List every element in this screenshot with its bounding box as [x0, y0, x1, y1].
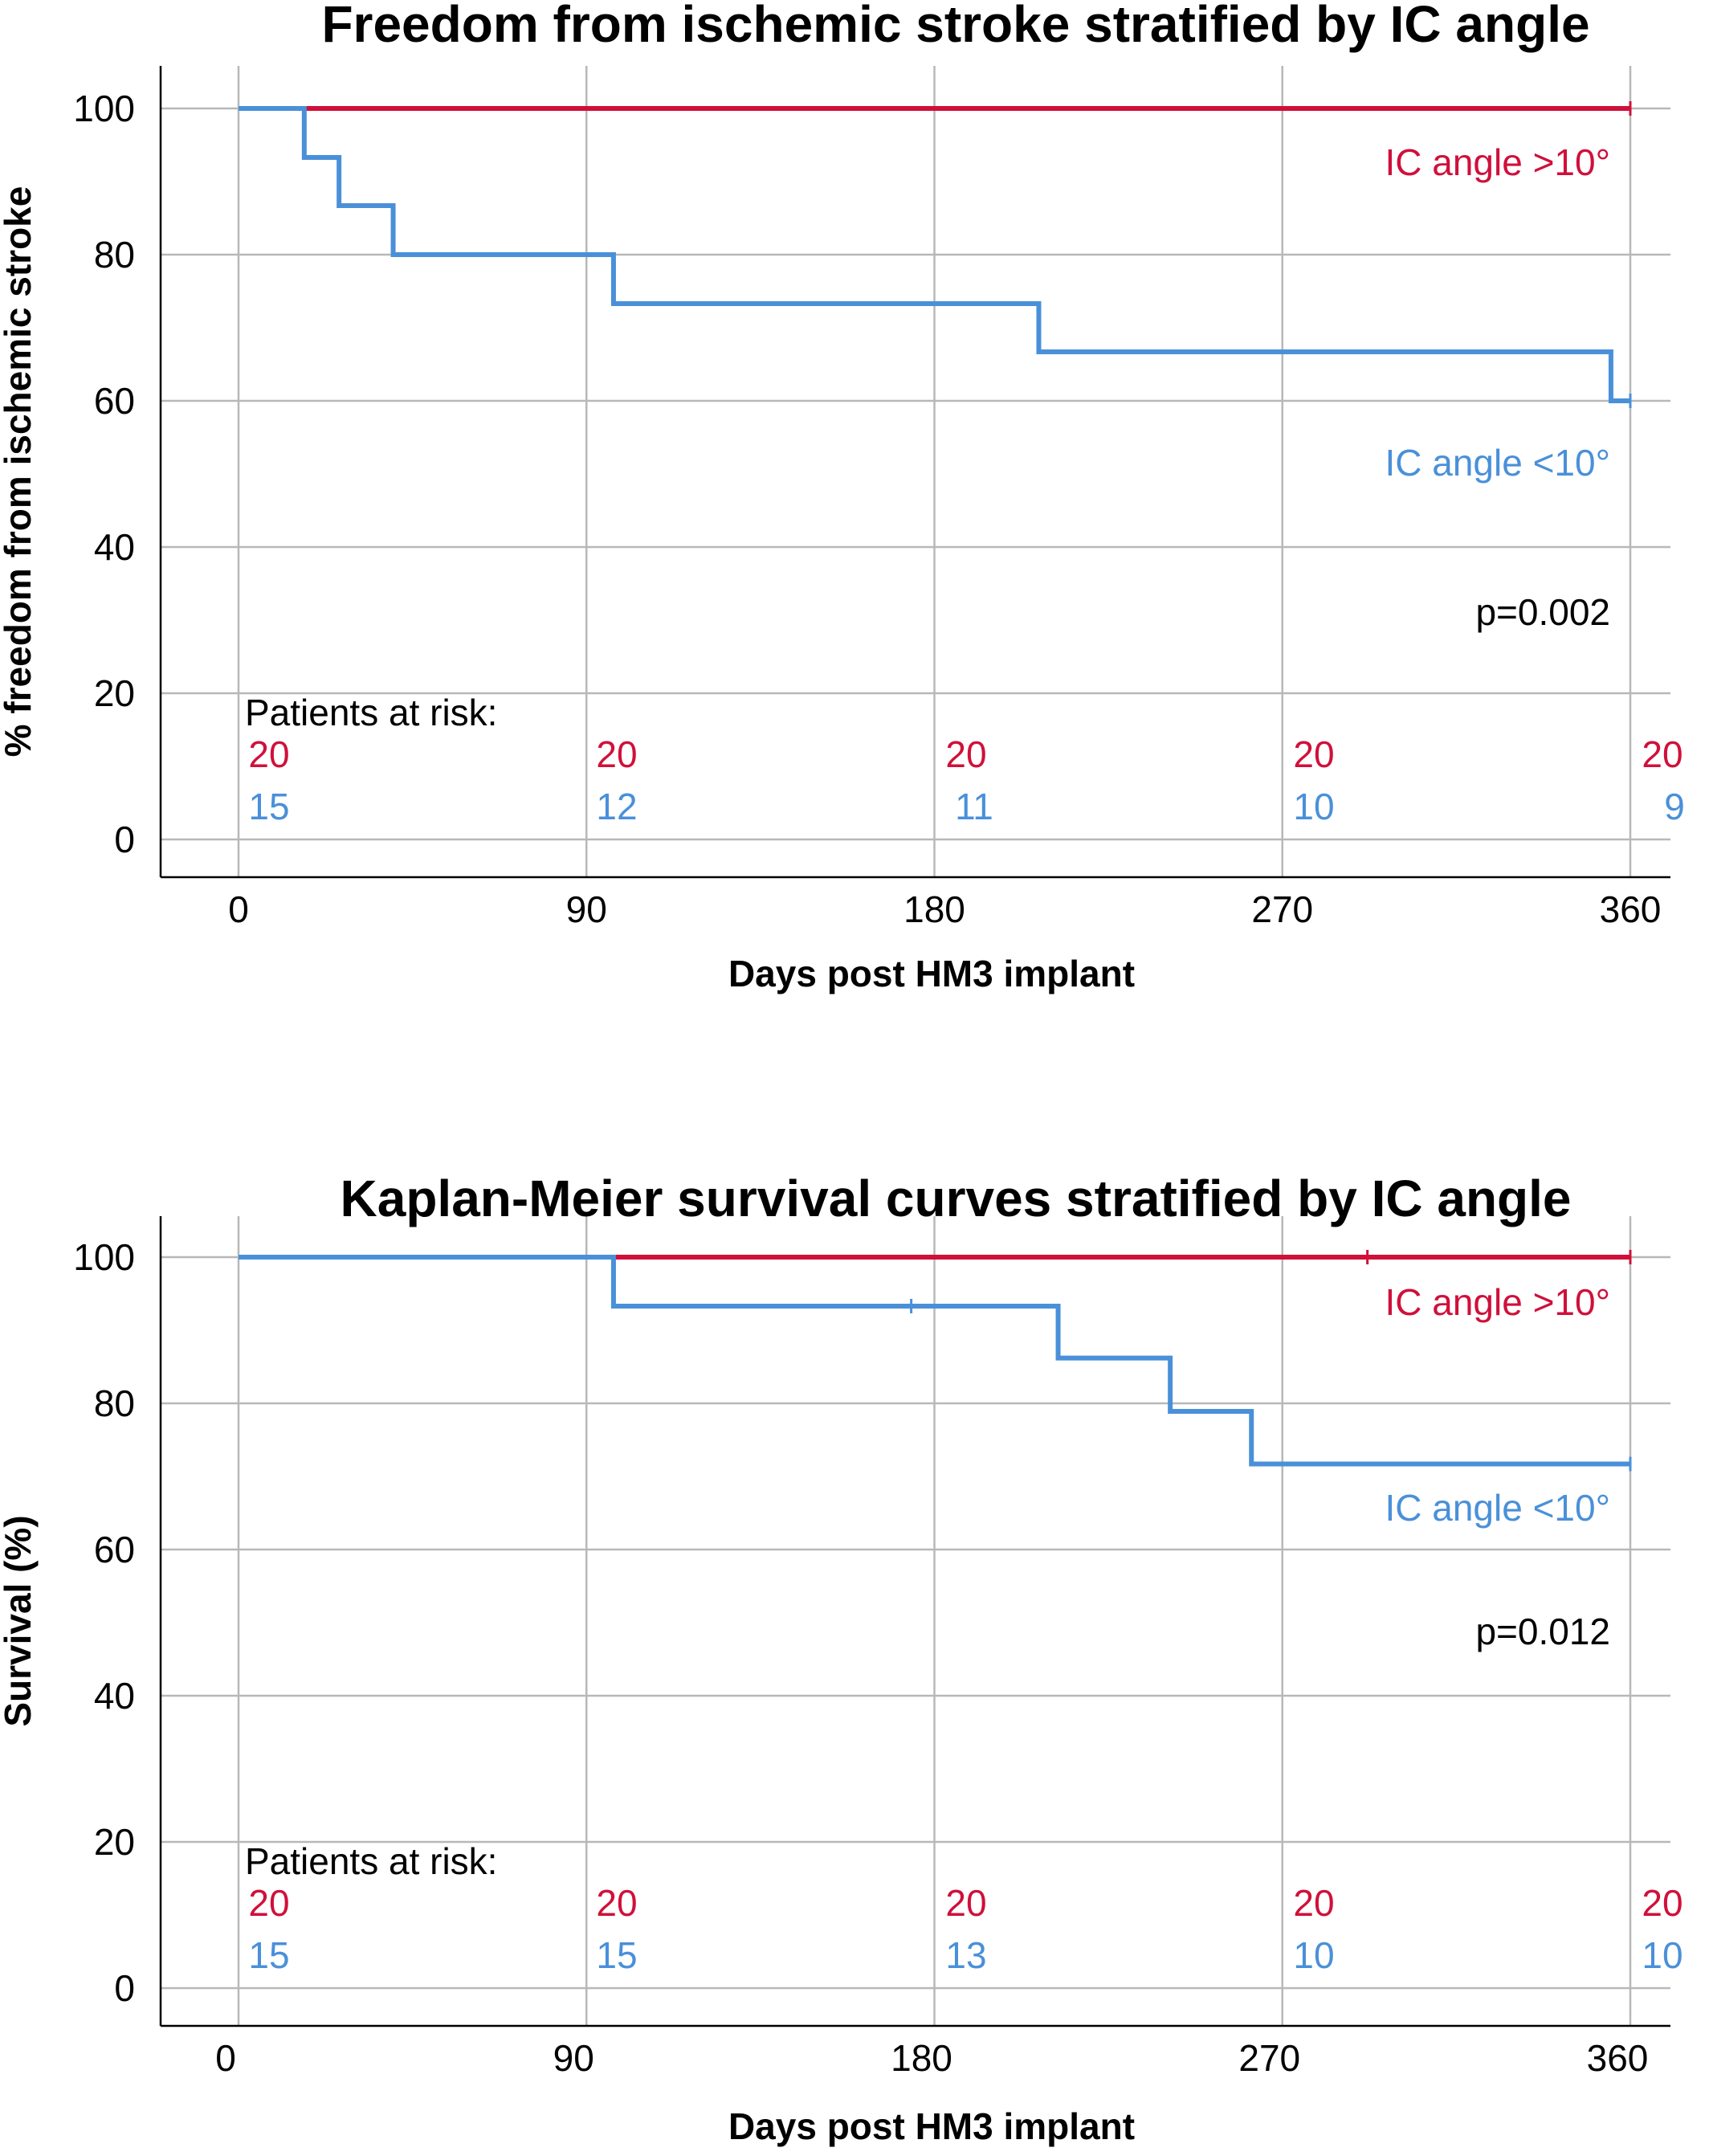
risk-table-value: 20	[248, 1882, 289, 1924]
x-tick-label: 0	[215, 2037, 236, 2079]
risk-table-value: 12	[596, 786, 637, 827]
risk-table-value: 15	[596, 1934, 637, 1976]
y-tick-label: 0	[114, 819, 135, 860]
y-tick-label: 60	[94, 1529, 135, 1570]
series-line-ic-angle-lt10	[239, 106, 1630, 403]
risk-table-value: 10	[1293, 786, 1334, 827]
y-tick-label: 80	[94, 1382, 135, 1424]
y-tick-label: 40	[94, 1675, 135, 1717]
x-tick-label: 90	[566, 888, 607, 930]
chart-title: Freedom from ischemic stroke stratified …	[321, 0, 1589, 53]
risk-table-value: 20	[1642, 733, 1682, 775]
x-tick-label: 270	[1251, 888, 1313, 930]
chart-ischemic-stroke: Freedom from ischemic stroke stratified …	[0, 0, 1685, 994]
x-tick-label: 360	[1600, 888, 1662, 930]
x-tick-label: 180	[891, 2037, 952, 2079]
risk-table-label: Patients at risk:	[245, 692, 497, 733]
risk-table-value: 15	[248, 786, 289, 827]
risk-table-value: 20	[1293, 1882, 1334, 1924]
y-axis-label: % freedom from ischemic stroke	[0, 186, 39, 757]
series-label-ic-angle-lt10: IC angle <10°	[1385, 442, 1610, 484]
risk-table-value: 20	[1642, 1882, 1682, 1924]
risk-table-label: Patients at risk:	[245, 1840, 497, 1882]
risk-table-value: 11	[955, 786, 993, 827]
chart-survival: Kaplan-Meier survival curves stratified …	[0, 1170, 1683, 2147]
x-tick-label: 0	[228, 888, 249, 930]
risk-table-value: 20	[945, 733, 986, 775]
y-tick-label: 40	[94, 526, 135, 568]
y-tick-label: 0	[114, 1967, 135, 2009]
y-axis-label: Survival (%)	[0, 1515, 39, 1726]
x-tick-label: 90	[553, 2037, 594, 2079]
x-tick-label: 270	[1238, 2037, 1300, 2079]
y-tick-label: 20	[94, 1821, 135, 1863]
risk-table-value: 13	[945, 1934, 986, 1976]
risk-table-value: 10	[1293, 1934, 1334, 1976]
series-line-ic-angle-lt10	[239, 1255, 1630, 1467]
y-tick-label: 100	[73, 88, 135, 129]
risk-table-value: 20	[596, 1882, 637, 1924]
chart-title: Kaplan-Meier survival curves stratified …	[341, 1170, 1572, 1227]
series-label-ic-angle-gt10: IC angle >10°	[1385, 141, 1610, 183]
x-tick-label: 360	[1587, 2037, 1649, 2079]
y-tick-label: 60	[94, 380, 135, 422]
p-value-annotation: p=0.002	[1475, 591, 1610, 633]
risk-table-value: 20	[596, 733, 637, 775]
risk-table-value: 10	[1642, 1934, 1682, 1976]
risk-table-value: 20	[1293, 733, 1334, 775]
series-label-ic-angle-lt10: IC angle <10°	[1385, 1487, 1610, 1529]
series-label-ic-angle-gt10: IC angle >10°	[1385, 1281, 1610, 1323]
x-tick-label: 180	[903, 888, 965, 930]
x-axis-label: Days post HM3 implant	[728, 953, 1135, 994]
risk-table-value: 20	[945, 1882, 986, 1924]
x-axis-label: Days post HM3 implant	[728, 2105, 1135, 2147]
risk-table-value: 9	[1664, 786, 1685, 827]
risk-table-value: 15	[248, 1934, 289, 1976]
risk-table-value: 20	[248, 733, 289, 775]
y-tick-label: 20	[94, 672, 135, 714]
p-value-annotation: p=0.012	[1475, 1611, 1610, 1652]
y-tick-label: 80	[94, 234, 135, 276]
y-tick-label: 100	[73, 1236, 135, 1278]
